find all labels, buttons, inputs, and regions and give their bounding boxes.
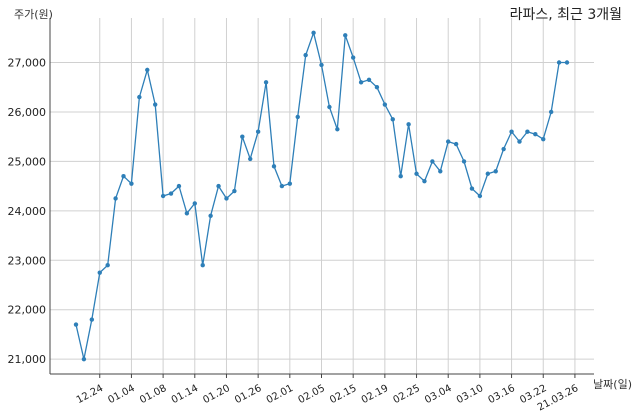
data-point bbox=[335, 127, 340, 132]
data-point bbox=[105, 263, 110, 268]
data-point bbox=[303, 52, 308, 58]
data-point bbox=[541, 136, 546, 142]
y-tick-label: 24,000 bbox=[8, 205, 47, 218]
data-point bbox=[168, 191, 174, 196]
data-point bbox=[81, 356, 87, 362]
price-series bbox=[73, 30, 570, 362]
data-point bbox=[548, 109, 554, 115]
data-point bbox=[430, 159, 435, 164]
data-point bbox=[129, 181, 134, 186]
y-tick-label: 21,000 bbox=[8, 353, 47, 366]
data-point bbox=[390, 117, 395, 122]
data-point bbox=[89, 317, 95, 322]
y-tick-label: 26,000 bbox=[8, 106, 47, 119]
x-tick-label: 12.24 bbox=[75, 383, 105, 406]
x-tick-label: 02.25 bbox=[391, 383, 421, 406]
data-point bbox=[446, 139, 451, 144]
data-point bbox=[438, 169, 443, 174]
data-point bbox=[453, 141, 459, 147]
data-point bbox=[564, 60, 570, 65]
data-point bbox=[160, 193, 166, 199]
y-tick-label: 25,000 bbox=[8, 155, 47, 168]
data-point bbox=[358, 80, 364, 85]
data-point bbox=[501, 146, 506, 152]
x-tick-label: 02.15 bbox=[328, 383, 358, 406]
data-point bbox=[319, 62, 324, 68]
data-point bbox=[97, 270, 102, 275]
data-point bbox=[485, 171, 491, 176]
y-tick-label: 27,000 bbox=[8, 57, 47, 70]
data-point bbox=[295, 114, 300, 120]
data-point bbox=[422, 178, 427, 184]
data-point bbox=[240, 134, 245, 139]
x-tick-label: 02.19 bbox=[360, 383, 390, 406]
x-tick-label: 03.04 bbox=[423, 383, 453, 406]
data-point bbox=[327, 104, 332, 110]
x-tick-label: 02.05 bbox=[296, 383, 326, 406]
data-point bbox=[406, 122, 411, 127]
data-point bbox=[73, 322, 79, 327]
data-point bbox=[311, 30, 316, 36]
data-point bbox=[137, 94, 142, 100]
x-tick-label: 01.14 bbox=[170, 383, 200, 406]
data-point bbox=[279, 183, 285, 189]
data-point bbox=[556, 60, 562, 65]
data-point bbox=[113, 196, 118, 201]
data-point bbox=[248, 156, 253, 162]
data-point bbox=[192, 201, 197, 206]
data-point bbox=[208, 213, 213, 218]
data-point bbox=[398, 174, 403, 179]
y-axis-label: 주가(원) bbox=[14, 8, 53, 21]
data-point bbox=[176, 183, 182, 189]
chart-title: 라파스, 최근 3개월 bbox=[509, 7, 622, 23]
data-point bbox=[414, 171, 419, 176]
data-point bbox=[255, 129, 261, 134]
data-point bbox=[287, 181, 293, 186]
data-point bbox=[152, 102, 158, 107]
data-point bbox=[343, 33, 348, 38]
data-point bbox=[374, 85, 380, 90]
data-point bbox=[145, 67, 150, 73]
data-point bbox=[517, 139, 522, 144]
data-point bbox=[382, 102, 388, 107]
data-point bbox=[184, 211, 190, 216]
axes bbox=[49, 18, 594, 378]
data-point bbox=[525, 129, 530, 134]
x-tick-label: 02.01 bbox=[265, 383, 295, 406]
data-point bbox=[477, 193, 483, 199]
x-tick-label: 01.20 bbox=[201, 383, 231, 406]
data-point bbox=[533, 131, 538, 137]
x-tick-label: 03.16 bbox=[487, 383, 517, 406]
grid bbox=[50, 18, 594, 374]
x-tick-label: 03.10 bbox=[455, 383, 485, 406]
data-point bbox=[263, 80, 269, 85]
data-point bbox=[350, 55, 356, 60]
x-tick-label: 01.04 bbox=[106, 383, 136, 406]
x-tick-label: 01.26 bbox=[233, 383, 263, 406]
data-point bbox=[224, 196, 229, 201]
data-point bbox=[469, 186, 475, 191]
data-point bbox=[366, 77, 372, 83]
data-point bbox=[232, 188, 237, 194]
x-axis-label: 날짜(일) bbox=[593, 378, 632, 391]
data-point bbox=[121, 174, 126, 179]
data-point bbox=[509, 129, 514, 134]
x-tick-labels: 12.24 01.04 01.08 01.14 01.20 01.26 02.01 02.05… bbox=[75, 383, 581, 414]
data-point bbox=[271, 164, 277, 169]
y-tick-label: 23,000 bbox=[8, 254, 47, 267]
data-point bbox=[461, 159, 467, 164]
data-point bbox=[216, 183, 221, 189]
x-tick-label: 01.08 bbox=[138, 383, 168, 406]
data-point bbox=[493, 169, 498, 174]
y-tick-label: 22,000 bbox=[8, 304, 47, 317]
data-point bbox=[200, 263, 205, 268]
y-tick-labels: 21,000 22,000 23,000 24,000 25,000 26,000 27,0… bbox=[8, 57, 47, 367]
